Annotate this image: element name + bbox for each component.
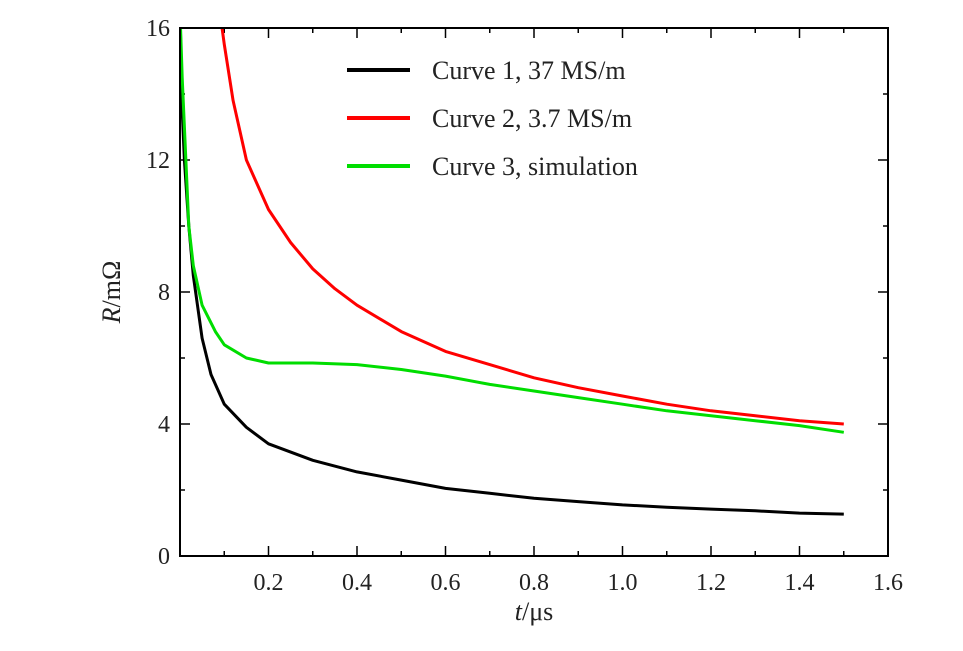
legend-label-2: Curve 2, 3.7 MS/m [432, 104, 632, 133]
x-tick-label: 0.6 [431, 570, 461, 596]
y-tick-label: 0 [158, 544, 170, 570]
x-tick-label: 0.4 [342, 570, 372, 596]
legend-label-1: Curve 1, 37 MS/m [432, 56, 626, 85]
x-tick-label: 1.0 [608, 570, 638, 596]
y-tick-label: 4 [158, 412, 170, 438]
x-tick-label: 1.6 [873, 570, 903, 596]
y-tick-label: 16 [146, 16, 170, 42]
x-tick-label: 1.4 [785, 570, 815, 596]
x-axis-unit: /μs [522, 597, 553, 626]
series-line-3 [180, 28, 845, 434]
legend-label-3: Curve 3, simulation [432, 152, 638, 181]
x-tick-label: 1.2 [696, 570, 726, 596]
series-line-2 [220, 28, 844, 426]
y-axis-label: R/mΩ [97, 261, 126, 325]
y-axis-unit: /mΩ [97, 261, 126, 308]
x-axis-variable: t [515, 597, 523, 626]
x-axis-label: t/μs [515, 597, 554, 626]
y-tick-label: 8 [158, 280, 170, 306]
data-curves [180, 28, 845, 516]
x-tick-label: 0.2 [254, 570, 284, 596]
legend: Curve 1, 37 MS/m Curve 2, 3.7 MS/m Curve 3… [347, 56, 638, 181]
y-axis-variable: R [97, 307, 126, 324]
y-tick-label: 12 [146, 148, 170, 174]
plot-frame [179, 27, 889, 557]
tick-labels: 0.2 0.4 0.6 0.8 1.0 1.2 1.4 1.6 0 4 8 12 16 [146, 16, 903, 596]
series-line-1 [180, 28, 844, 516]
x-tick-label: 0.8 [519, 570, 549, 596]
